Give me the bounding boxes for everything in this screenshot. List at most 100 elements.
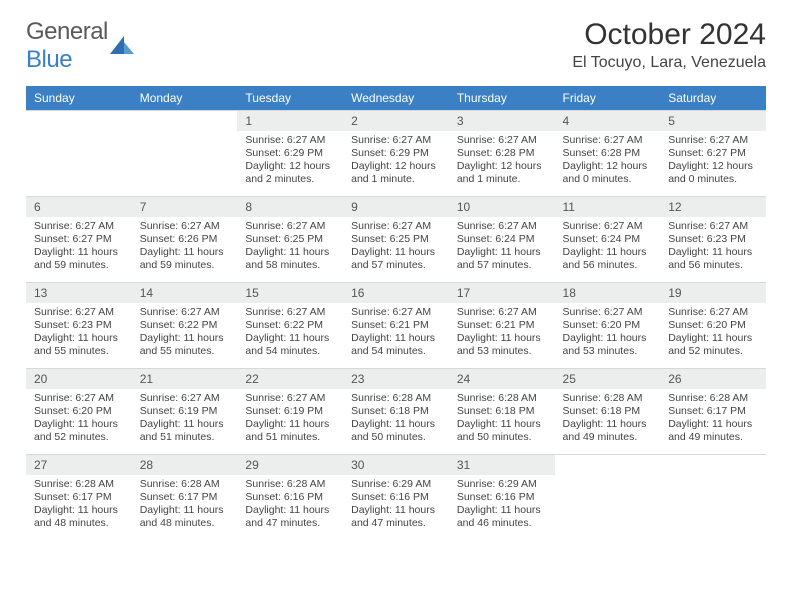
calendar-day-cell: 22Sunrise: 6:27 AMSunset: 6:19 PMDayligh… bbox=[237, 369, 343, 455]
calendar-day-cell: 17Sunrise: 6:27 AMSunset: 6:21 PMDayligh… bbox=[449, 283, 555, 369]
calendar-day-cell: 6Sunrise: 6:27 AMSunset: 6:27 PMDaylight… bbox=[26, 197, 132, 283]
day-details: Sunrise: 6:29 AMSunset: 6:16 PMDaylight:… bbox=[449, 475, 555, 536]
day-number: 12 bbox=[660, 197, 766, 217]
calendar-day-cell: 12Sunrise: 6:27 AMSunset: 6:23 PMDayligh… bbox=[660, 197, 766, 283]
calendar-week-row: 13Sunrise: 6:27 AMSunset: 6:23 PMDayligh… bbox=[26, 283, 766, 369]
day-number: 30 bbox=[343, 455, 449, 475]
day-number: 1 bbox=[237, 111, 343, 131]
day-details: Sunrise: 6:28 AMSunset: 6:18 PMDaylight:… bbox=[555, 389, 661, 450]
day-number: 27 bbox=[26, 455, 132, 475]
day-number: 24 bbox=[449, 369, 555, 389]
day-details: Sunrise: 6:27 AMSunset: 6:23 PMDaylight:… bbox=[660, 217, 766, 278]
calendar-day-cell: 21Sunrise: 6:27 AMSunset: 6:19 PMDayligh… bbox=[132, 369, 238, 455]
calendar-day-cell bbox=[660, 455, 766, 541]
day-number: 26 bbox=[660, 369, 766, 389]
weekday-header: Monday bbox=[132, 86, 238, 111]
day-number: 11 bbox=[555, 197, 661, 217]
calendar-day-cell: 1Sunrise: 6:27 AMSunset: 6:29 PMDaylight… bbox=[237, 111, 343, 197]
day-details: Sunrise: 6:28 AMSunset: 6:18 PMDaylight:… bbox=[449, 389, 555, 450]
calendar-day-cell: 3Sunrise: 6:27 AMSunset: 6:28 PMDaylight… bbox=[449, 111, 555, 197]
day-details: Sunrise: 6:27 AMSunset: 6:24 PMDaylight:… bbox=[449, 217, 555, 278]
day-number: 15 bbox=[237, 283, 343, 303]
day-details: Sunrise: 6:27 AMSunset: 6:27 PMDaylight:… bbox=[26, 217, 132, 278]
day-details: Sunrise: 6:27 AMSunset: 6:20 PMDaylight:… bbox=[26, 389, 132, 450]
title-block: October 2024 El Tocuyo, Lara, Venezuela bbox=[572, 18, 766, 72]
day-details: Sunrise: 6:27 AMSunset: 6:23 PMDaylight:… bbox=[26, 303, 132, 364]
weekday-header: Wednesday bbox=[343, 86, 449, 111]
calendar-day-cell: 28Sunrise: 6:28 AMSunset: 6:17 PMDayligh… bbox=[132, 455, 238, 541]
day-number: 22 bbox=[237, 369, 343, 389]
calendar-day-cell: 30Sunrise: 6:29 AMSunset: 6:16 PMDayligh… bbox=[343, 455, 449, 541]
calendar-day-cell: 10Sunrise: 6:27 AMSunset: 6:24 PMDayligh… bbox=[449, 197, 555, 283]
day-details: Sunrise: 6:27 AMSunset: 6:25 PMDaylight:… bbox=[343, 217, 449, 278]
day-details: Sunrise: 6:27 AMSunset: 6:20 PMDaylight:… bbox=[660, 303, 766, 364]
day-details: Sunrise: 6:27 AMSunset: 6:19 PMDaylight:… bbox=[132, 389, 238, 450]
calendar-week-row: 27Sunrise: 6:28 AMSunset: 6:17 PMDayligh… bbox=[26, 455, 766, 541]
day-number: 6 bbox=[26, 197, 132, 217]
calendar-day-cell: 11Sunrise: 6:27 AMSunset: 6:24 PMDayligh… bbox=[555, 197, 661, 283]
day-number: 9 bbox=[343, 197, 449, 217]
weekday-header-row: SundayMondayTuesdayWednesdayThursdayFrid… bbox=[26, 86, 766, 111]
calendar-day-cell: 25Sunrise: 6:28 AMSunset: 6:18 PMDayligh… bbox=[555, 369, 661, 455]
day-number: 10 bbox=[449, 197, 555, 217]
day-details: Sunrise: 6:28 AMSunset: 6:17 PMDaylight:… bbox=[660, 389, 766, 450]
day-number: 18 bbox=[555, 283, 661, 303]
day-details: Sunrise: 6:27 AMSunset: 6:24 PMDaylight:… bbox=[555, 217, 661, 278]
day-number: 29 bbox=[237, 455, 343, 475]
day-number: 14 bbox=[132, 283, 238, 303]
weekday-header: Friday bbox=[555, 86, 661, 111]
month-title: October 2024 bbox=[572, 18, 766, 52]
day-number: 3 bbox=[449, 111, 555, 131]
calendar-day-cell: 16Sunrise: 6:27 AMSunset: 6:21 PMDayligh… bbox=[343, 283, 449, 369]
day-details: Sunrise: 6:28 AMSunset: 6:17 PMDaylight:… bbox=[26, 475, 132, 536]
logo-triangle-icon bbox=[110, 36, 136, 56]
calendar-day-cell: 31Sunrise: 6:29 AMSunset: 6:16 PMDayligh… bbox=[449, 455, 555, 541]
day-number: 17 bbox=[449, 283, 555, 303]
calendar-day-cell: 14Sunrise: 6:27 AMSunset: 6:22 PMDayligh… bbox=[132, 283, 238, 369]
day-details: Sunrise: 6:27 AMSunset: 6:28 PMDaylight:… bbox=[449, 131, 555, 192]
weekday-header: Thursday bbox=[449, 86, 555, 111]
calendar-table: SundayMondayTuesdayWednesdayThursdayFrid… bbox=[26, 86, 766, 541]
weekday-header: Saturday bbox=[660, 86, 766, 111]
calendar-day-cell: 4Sunrise: 6:27 AMSunset: 6:28 PMDaylight… bbox=[555, 111, 661, 197]
day-details: Sunrise: 6:27 AMSunset: 6:27 PMDaylight:… bbox=[660, 131, 766, 192]
weekday-header: Sunday bbox=[26, 86, 132, 111]
day-details: Sunrise: 6:29 AMSunset: 6:16 PMDaylight:… bbox=[343, 475, 449, 536]
day-details: Sunrise: 6:27 AMSunset: 6:21 PMDaylight:… bbox=[449, 303, 555, 364]
day-number: 7 bbox=[132, 197, 238, 217]
day-number: 31 bbox=[449, 455, 555, 475]
day-details: Sunrise: 6:27 AMSunset: 6:22 PMDaylight:… bbox=[132, 303, 238, 364]
calendar-day-cell: 20Sunrise: 6:27 AMSunset: 6:20 PMDayligh… bbox=[26, 369, 132, 455]
calendar-day-cell: 24Sunrise: 6:28 AMSunset: 6:18 PMDayligh… bbox=[449, 369, 555, 455]
day-number: 23 bbox=[343, 369, 449, 389]
calendar-week-row: 20Sunrise: 6:27 AMSunset: 6:20 PMDayligh… bbox=[26, 369, 766, 455]
day-details: Sunrise: 6:28 AMSunset: 6:18 PMDaylight:… bbox=[343, 389, 449, 450]
day-details: Sunrise: 6:27 AMSunset: 6:25 PMDaylight:… bbox=[237, 217, 343, 278]
calendar-day-cell: 29Sunrise: 6:28 AMSunset: 6:16 PMDayligh… bbox=[237, 455, 343, 541]
calendar-week-row: 6Sunrise: 6:27 AMSunset: 6:27 PMDaylight… bbox=[26, 197, 766, 283]
weekday-header: Tuesday bbox=[237, 86, 343, 111]
calendar-day-cell: 26Sunrise: 6:28 AMSunset: 6:17 PMDayligh… bbox=[660, 369, 766, 455]
day-number: 28 bbox=[132, 455, 238, 475]
day-number: 19 bbox=[660, 283, 766, 303]
day-number: 16 bbox=[343, 283, 449, 303]
calendar-day-cell: 5Sunrise: 6:27 AMSunset: 6:27 PMDaylight… bbox=[660, 111, 766, 197]
day-number: 4 bbox=[555, 111, 661, 131]
logo: GeneralBlue bbox=[26, 18, 136, 74]
day-number: 13 bbox=[26, 283, 132, 303]
day-number: 5 bbox=[660, 111, 766, 131]
day-details: Sunrise: 6:27 AMSunset: 6:29 PMDaylight:… bbox=[343, 131, 449, 192]
day-number: 25 bbox=[555, 369, 661, 389]
day-details: Sunrise: 6:27 AMSunset: 6:26 PMDaylight:… bbox=[132, 217, 238, 278]
calendar-week-row: 1Sunrise: 6:27 AMSunset: 6:29 PMDaylight… bbox=[26, 111, 766, 197]
calendar-day-cell: 2Sunrise: 6:27 AMSunset: 6:29 PMDaylight… bbox=[343, 111, 449, 197]
calendar-day-cell: 9Sunrise: 6:27 AMSunset: 6:25 PMDaylight… bbox=[343, 197, 449, 283]
day-details: Sunrise: 6:27 AMSunset: 6:19 PMDaylight:… bbox=[237, 389, 343, 450]
calendar-day-cell: 13Sunrise: 6:27 AMSunset: 6:23 PMDayligh… bbox=[26, 283, 132, 369]
day-details: Sunrise: 6:27 AMSunset: 6:28 PMDaylight:… bbox=[555, 131, 661, 192]
day-details: Sunrise: 6:27 AMSunset: 6:29 PMDaylight:… bbox=[237, 131, 343, 192]
day-number: 8 bbox=[237, 197, 343, 217]
calendar-day-cell: 15Sunrise: 6:27 AMSunset: 6:22 PMDayligh… bbox=[237, 283, 343, 369]
header: GeneralBlue October 2024 El Tocuyo, Lara… bbox=[26, 18, 766, 74]
calendar-day-cell: 27Sunrise: 6:28 AMSunset: 6:17 PMDayligh… bbox=[26, 455, 132, 541]
